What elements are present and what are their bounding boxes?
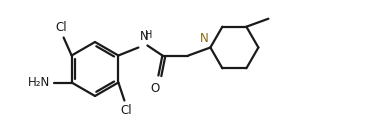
Text: H: H xyxy=(145,29,152,39)
Text: O: O xyxy=(151,81,160,95)
Text: N: N xyxy=(140,29,148,43)
Text: N: N xyxy=(200,32,208,44)
Text: Cl: Cl xyxy=(121,105,132,117)
Text: Cl: Cl xyxy=(56,20,67,33)
Text: H₂N: H₂N xyxy=(28,76,51,89)
